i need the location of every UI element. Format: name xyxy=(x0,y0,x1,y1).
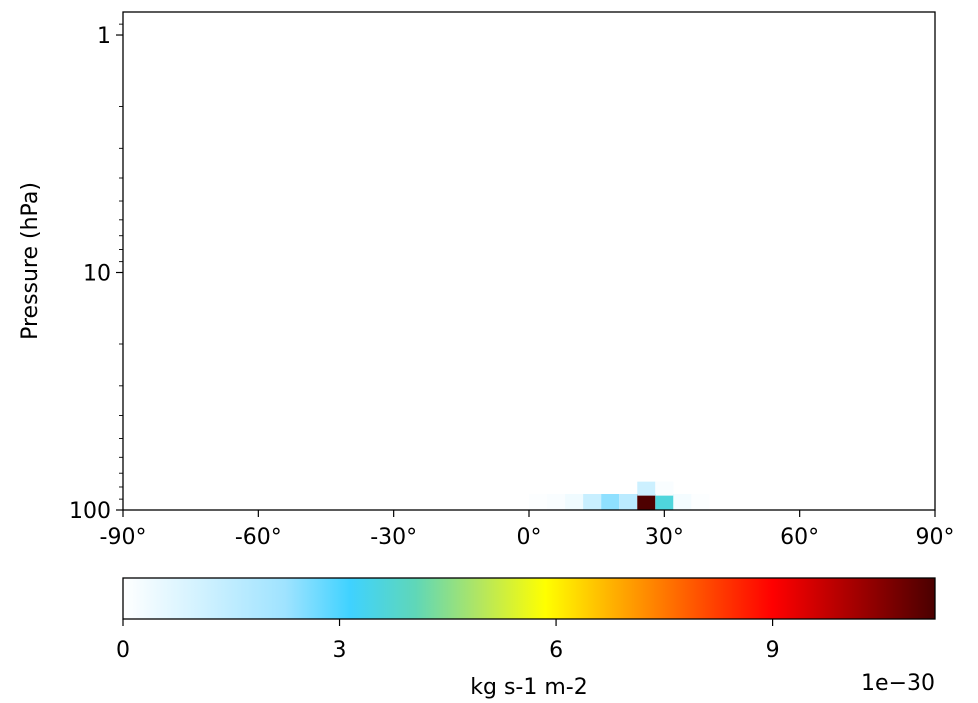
heatmap-cell xyxy=(637,494,656,510)
heatmap-cell xyxy=(529,494,548,510)
y-axis-label: Pressure (hPa) xyxy=(18,182,43,340)
heatmap-cell xyxy=(619,494,638,510)
colorbar-tick-label: 0 xyxy=(116,638,130,663)
colorbar: 0 3 6 9 kg s-1 m-2 1e−30 xyxy=(116,577,936,700)
colorbar-tick-label: 9 xyxy=(766,638,780,663)
y-tick-label: 1 xyxy=(97,24,111,49)
heatmap-cell xyxy=(547,494,566,510)
heatmap-cell xyxy=(637,481,656,496)
plot-frame xyxy=(122,11,936,511)
heatmap-cells xyxy=(529,481,710,510)
colorbar-tick-label: 6 xyxy=(549,638,563,663)
colorbar-ticks: 0 3 6 9 xyxy=(116,619,780,663)
x-tick-label: 0° xyxy=(517,525,542,550)
x-tick-label: 30° xyxy=(645,525,684,550)
y-tick-label: 100 xyxy=(69,499,111,524)
x-tick-label: 60° xyxy=(780,525,819,550)
x-tick-label: 90° xyxy=(916,525,955,550)
x-tick-label: -90° xyxy=(100,525,147,550)
colorbar-gradient xyxy=(122,577,936,620)
colorbar-tick-label: 3 xyxy=(333,638,347,663)
heatmap-cell xyxy=(583,494,602,510)
heatmap-cell xyxy=(673,494,692,510)
y-axis: 1 10 100 xyxy=(69,23,123,524)
heatmap-cell xyxy=(601,494,620,510)
x-axis: -90° -60° -30° 0° 30° 60° 90° xyxy=(100,510,955,550)
heatmap-cell xyxy=(655,494,674,510)
heatmap-cell xyxy=(691,494,710,510)
colorbar-multiplier: 1e−30 xyxy=(861,671,935,696)
y-tick-label: 10 xyxy=(83,262,111,287)
heatmap-cell xyxy=(565,494,584,510)
x-tick-label: -30° xyxy=(370,525,417,550)
x-tick-label: -60° xyxy=(235,525,282,550)
heatmap-cell xyxy=(655,481,674,496)
colorbar-label: kg s-1 m-2 xyxy=(470,675,587,700)
